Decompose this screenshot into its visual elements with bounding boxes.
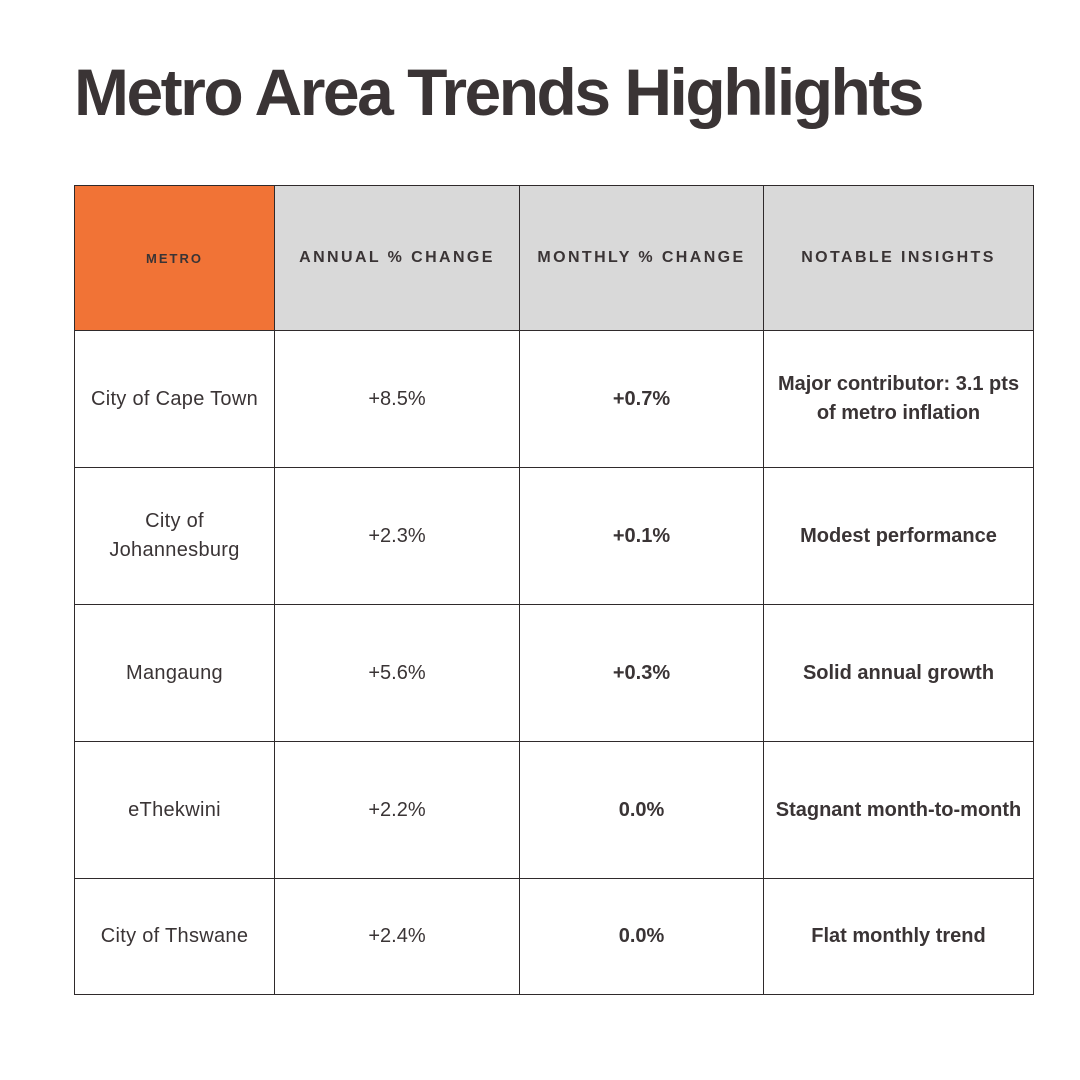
metro-cell: City of Thswane — [74, 878, 275, 995]
header-metro: METRO — [74, 185, 275, 331]
header-monthly-change: MONTHLY % CHANGE — [519, 185, 764, 331]
monthly-change-cell: +0.1% — [519, 467, 764, 605]
monthly-change-cell: +0.3% — [519, 604, 764, 742]
annual-change-cell: +2.4% — [274, 878, 520, 995]
annual-change-cell: +2.3% — [274, 467, 520, 605]
table-row: City of Cape Town +8.5% +0.7% Major cont… — [74, 330, 1034, 468]
insight-cell: Stagnant month-to-month — [763, 741, 1034, 879]
metro-cell: Mangaung — [74, 604, 275, 742]
header-row: METRO ANNUAL % CHANGE MONTHLY % CHANGE N… — [74, 185, 1034, 331]
annual-change-cell: +5.6% — [274, 604, 520, 742]
insight-cell: Modest performance — [763, 467, 1034, 605]
insight-cell: Solid annual growth — [763, 604, 1034, 742]
insight-cell: Flat monthly trend — [763, 878, 1034, 995]
table-body: City of Cape Town +8.5% +0.7% Major cont… — [74, 330, 1034, 995]
metro-cell: City of Johannesburg — [74, 467, 275, 605]
monthly-change-cell: 0.0% — [519, 878, 764, 995]
header-notable-insights: NOTABLE INSIGHTS — [763, 185, 1034, 331]
table-row: City of Johannesburg +2.3% +0.1% Modest … — [74, 467, 1034, 605]
metro-cell: eThekwini — [74, 741, 275, 879]
page-title: Metro Area Trends Highlights — [74, 55, 925, 129]
table-row: eThekwini +2.2% 0.0% Stagnant month-to-m… — [74, 741, 1034, 879]
table-row: Mangaung +5.6% +0.3% Solid annual growth — [74, 604, 1034, 742]
table-row: City of Thswane +2.4% 0.0% Flat monthly … — [74, 878, 1034, 995]
insight-cell: Major contributor: 3.1 pts of metro infl… — [763, 330, 1034, 468]
metro-trends-table: METRO ANNUAL % CHANGE MONTHLY % CHANGE N… — [74, 185, 1034, 995]
monthly-change-cell: 0.0% — [519, 741, 764, 879]
table-header: METRO ANNUAL % CHANGE MONTHLY % CHANGE N… — [74, 185, 1034, 331]
annual-change-cell: +8.5% — [274, 330, 520, 468]
monthly-change-cell: +0.7% — [519, 330, 764, 468]
header-annual-change: ANNUAL % CHANGE — [274, 185, 520, 331]
metro-cell: City of Cape Town — [74, 330, 275, 468]
annual-change-cell: +2.2% — [274, 741, 520, 879]
